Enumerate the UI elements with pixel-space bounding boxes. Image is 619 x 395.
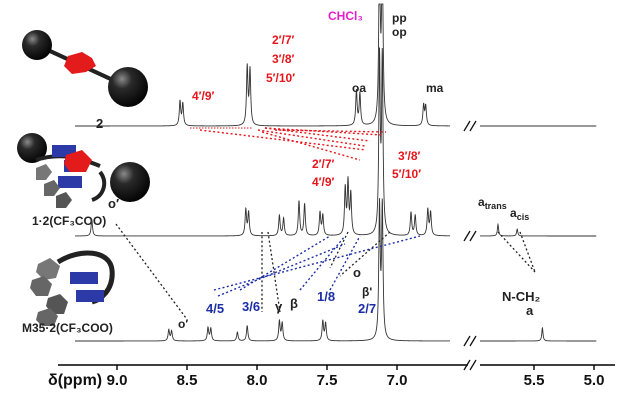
molecule-m35-label: M35·2(CF₃COO) — [22, 321, 113, 335]
op-label: op — [392, 25, 407, 39]
blue-correlation-lines — [214, 236, 420, 296]
top-label-2-7: 2′/7′ — [272, 33, 295, 47]
top-label-4-9: 4′/9′ — [192, 89, 215, 103]
top-label-5-10: 5′/10′ — [266, 71, 295, 85]
gamma-label: γ — [275, 299, 283, 314]
molecule-2-illustration — [22, 30, 148, 107]
x-axis-label: δ(ppm) — [48, 372, 102, 389]
axis-break-marks — [464, 121, 476, 370]
x-tick-label: 9.0 — [107, 372, 128, 389]
molecule-1-2-label: 1·2(CF₃COO) — [32, 214, 106, 228]
label-4-5: 4/5 — [206, 301, 224, 316]
nch2-label: N-CH₂ — [502, 289, 540, 304]
ma-label: ma — [426, 81, 444, 95]
x-tick-label: 7.0 — [387, 372, 408, 389]
x-tick-label: 5.0 — [584, 372, 605, 389]
molecule-1-2-illustration — [17, 133, 150, 208]
label-2-7: 2/7 — [358, 301, 376, 316]
beta-label: β — [290, 296, 298, 311]
oa-label: oa — [352, 81, 366, 95]
spectrum-trace — [480, 224, 596, 236]
spectrum-trace — [480, 328, 596, 341]
x-tick-label: 7.5 — [317, 372, 338, 389]
a-trans-label: atrans — [478, 195, 507, 211]
x-axis: 9.0 8.5 8.0 7.5 7.0 5.5 5.0 δ(ppm) — [48, 365, 615, 389]
top-label-3-8: 3′/8′ — [272, 52, 295, 66]
mid-label-4-9: 4′/9′ — [312, 175, 335, 189]
label-1-8: 1/8 — [317, 289, 335, 304]
molecule-m35-illustration — [30, 253, 112, 326]
o-prime-mid-label: o′ — [108, 196, 119, 211]
beta-prime-label: β' — [362, 285, 372, 299]
o-prime-bot-label: o′ — [178, 317, 188, 331]
red-correlation-lines — [200, 128, 386, 160]
spectrum-trace — [75, 198, 450, 341]
pp-label: pp — [392, 11, 407, 25]
a-bot-label: a — [526, 303, 534, 318]
x-tick-label: 8.5 — [177, 372, 198, 389]
label-3-6: 3/6 — [242, 299, 260, 314]
mid-label-2-7: 2′/7′ — [312, 157, 335, 171]
mid-label-5-10: 5′/10′ — [392, 167, 421, 181]
mid-label-3-8: 3′/8′ — [398, 149, 421, 163]
x-axis-ticks: 9.0 8.5 8.0 7.5 7.0 5.5 5.0 — [107, 365, 605, 389]
chcl3-label: CHCl₃ — [328, 9, 363, 23]
o-bot-label: o — [353, 265, 361, 280]
a-cis-label: acis — [510, 206, 529, 222]
x-tick-label: 8.0 — [247, 372, 268, 389]
molecule-2-label: 2 — [96, 116, 103, 131]
x-tick-label: 5.5 — [524, 372, 545, 389]
